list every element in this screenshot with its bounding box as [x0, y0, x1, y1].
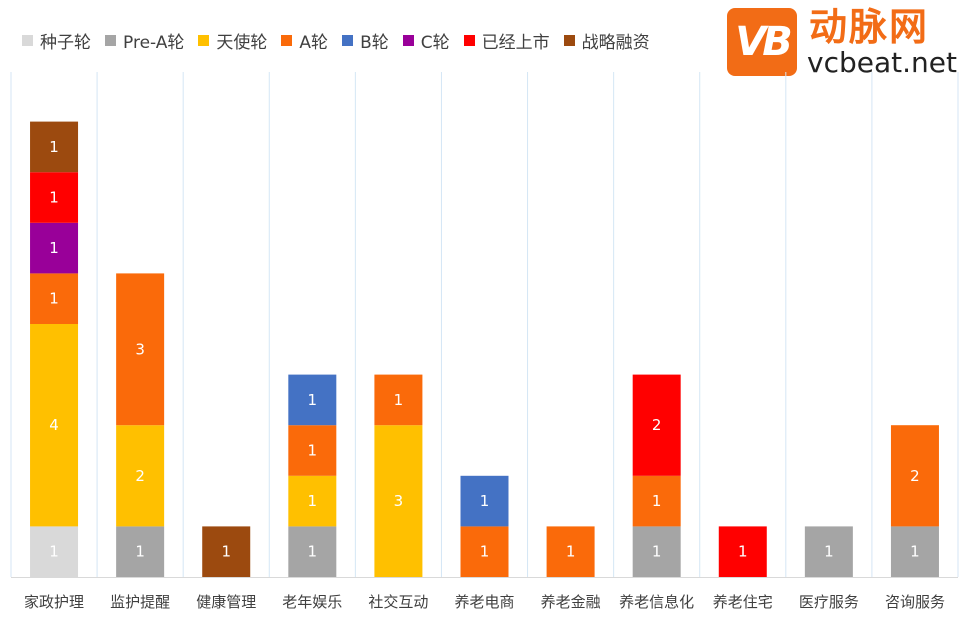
bar-segment [890, 425, 939, 527]
x-tick-label: 养老电商 [454, 593, 514, 611]
bar-segment [30, 172, 79, 223]
x-tick-label: 养老金融 [541, 593, 601, 611]
bar-segment [30, 526, 79, 577]
legend-label: 战略融资 [581, 32, 650, 53]
bar-data-label: 1 [49, 138, 59, 156]
bar-data-label: 1 [480, 543, 490, 561]
bar-data-label: 1 [738, 543, 748, 561]
legend-label: 种子轮 [40, 32, 91, 53]
bar-segment [202, 526, 251, 577]
bar-segment [30, 121, 79, 173]
bar-segment [632, 475, 681, 527]
legend-swatch [342, 34, 354, 46]
bar-segment [890, 526, 939, 577]
bar-data-label: 2 [135, 467, 145, 485]
x-tick-label: 咨询服务 [885, 593, 945, 611]
legend-item: 天使轮 [198, 28, 267, 53]
bar-data-label: 1 [135, 543, 145, 561]
legend-swatch [22, 34, 33, 46]
bar-segment [718, 526, 767, 577]
legend-item: 战略融资 [563, 28, 650, 53]
bar-data-label: 1 [49, 290, 59, 308]
bar-data-label: 1 [394, 391, 404, 409]
bar-segment [374, 374, 423, 426]
bar-data-label: 1 [480, 492, 490, 510]
bar-data-label: 1 [49, 239, 59, 257]
bar-data-label: 2 [652, 416, 662, 434]
legend-swatch [281, 34, 293, 46]
bar-segment [460, 475, 509, 527]
legend-item: A轮 [281, 28, 328, 53]
bar-data-label: 1 [824, 543, 834, 561]
bar-segment [288, 475, 337, 527]
vcbeat-logo: VB 动脉网 vcbeat.net [727, 6, 967, 78]
x-tick-label: 健康管理 [196, 593, 256, 611]
bar-data-label: 3 [135, 340, 145, 358]
legend-swatch [563, 34, 575, 46]
bar-data-label: 1 [910, 543, 920, 561]
bar-data-label: 2 [910, 467, 920, 485]
legend-item: C轮 [402, 28, 450, 53]
legend-item: 种子轮 [22, 28, 91, 53]
legend-swatch [402, 34, 414, 46]
bar-data-label: 1 [652, 543, 662, 561]
x-tick-label: 养老住宅 [713, 593, 773, 611]
x-tick-label: 监护提醒 [110, 593, 170, 611]
legend-swatch [463, 34, 475, 46]
bar-data-label: 1 [308, 442, 318, 460]
x-tick-label: 养老信息化 [619, 593, 694, 611]
bar-segment [804, 526, 853, 577]
bar-segment [30, 324, 79, 527]
bar-segment [116, 273, 165, 426]
logo-mark: VB [735, 19, 792, 65]
logo-name: 动脉网 [809, 5, 930, 49]
legend-label: B轮 [360, 32, 389, 53]
bar-data-label: 1 [308, 543, 318, 561]
bar-segment [288, 425, 337, 476]
chart-legend: 种子轮 Pre-A轮 天使轮 A轮 B轮 C轮 已经上市 战略融资 [22, 26, 664, 54]
x-tick-label: 医疗服务 [799, 593, 859, 611]
logo-url: vcbeat.net [807, 46, 957, 79]
bar-segment [30, 273, 79, 324]
bar-segment [288, 374, 337, 426]
legend-item: 已经上市 [463, 28, 550, 53]
bar-segment [30, 222, 79, 274]
legend-label: 天使轮 [216, 32, 268, 53]
bar-data-label: 1 [49, 543, 59, 561]
bar-data-label: 1 [652, 492, 662, 510]
legend-label: C轮 [420, 32, 450, 53]
bar-segment [546, 526, 595, 577]
bar-data-label: 4 [49, 416, 59, 434]
bar-data-label: 3 [394, 492, 404, 510]
logo-mark-background [727, 8, 797, 76]
bar-segment [632, 526, 681, 577]
bar-segment [288, 526, 337, 577]
legend-label: 已经上市 [481, 32, 550, 53]
legend-item: B轮 [342, 28, 389, 53]
x-tick-label: 家政护理 [24, 593, 84, 611]
bar-segment [116, 526, 165, 577]
legend-swatch [105, 34, 116, 46]
bar-segment [632, 374, 681, 476]
legend-label: Pre-A轮 [123, 32, 185, 53]
bar-data-label: 1 [221, 543, 231, 561]
legend-label: A轮 [299, 32, 329, 53]
bar-data-label: 1 [308, 492, 318, 510]
bar-segment [116, 425, 165, 527]
legend-swatch [198, 34, 210, 46]
bar-data-label: 1 [49, 189, 59, 207]
bar-segment [460, 526, 509, 577]
x-tick-label: 老年娱乐 [282, 593, 342, 611]
bar-data-label: 1 [308, 391, 318, 409]
legend-item: Pre-A轮 [105, 28, 184, 53]
bar-data-label: 1 [566, 543, 576, 561]
bar-segment [374, 425, 423, 577]
x-tick-label: 社交互动 [368, 593, 428, 611]
